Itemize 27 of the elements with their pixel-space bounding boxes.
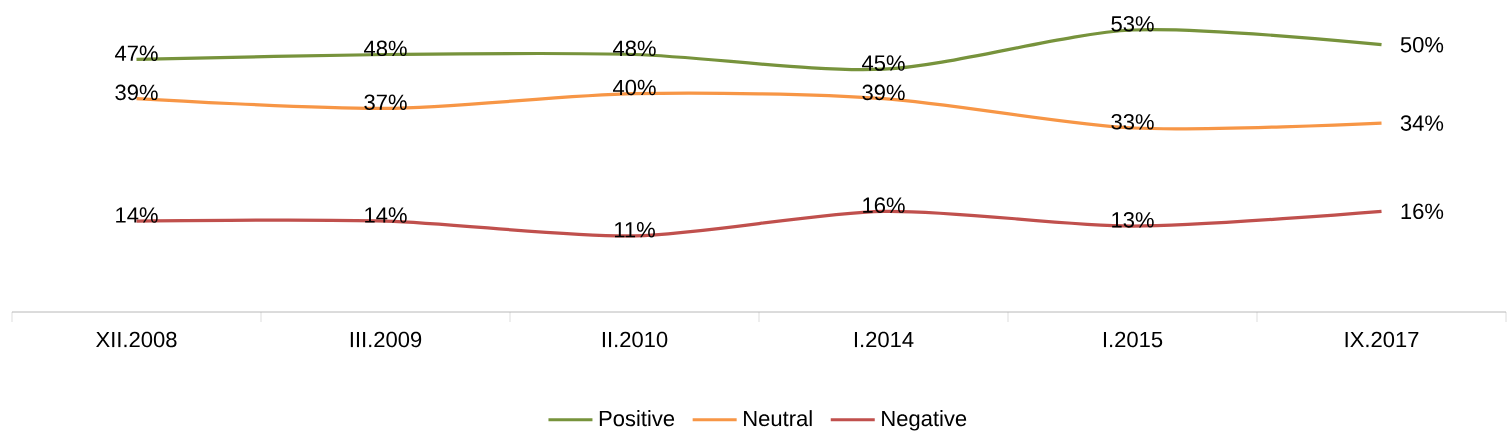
x-tick-label: XII.2008 [96,331,177,348]
data-label: 47% [114,45,158,61]
legend-label: Negative [882,410,967,431]
data-label: 39% [862,84,905,101]
data-label: 14% [116,207,158,223]
data-label: 14% [365,207,407,223]
data-label: 11% [614,222,655,238]
x-tick-label: IX.2017 [1345,331,1419,348]
data-label: 37% [364,94,407,111]
data-label: 53% [1111,16,1154,32]
x-tick-label: I.2015 [1103,331,1163,348]
data-label: 45% [861,55,905,71]
data-label: 48% [363,40,407,57]
x-tick-label: I.2014 [854,331,914,348]
data-label: 34% [1400,115,1444,131]
data-label: 50% [1400,36,1444,53]
legend-label: Neutral [744,410,812,427]
data-label: 16% [1401,203,1444,220]
data-label: 40% [612,79,656,96]
x-tick-label: II.2010 [602,331,668,348]
data-label: 33% [1111,114,1154,130]
data-label: 48% [612,40,656,57]
legend-label: Positive [599,410,675,427]
data-label: 39% [115,84,158,101]
data-label: 13% [1112,212,1154,228]
x-tick-label: III.2009 [350,331,422,348]
data-label: 16% [863,197,905,213]
